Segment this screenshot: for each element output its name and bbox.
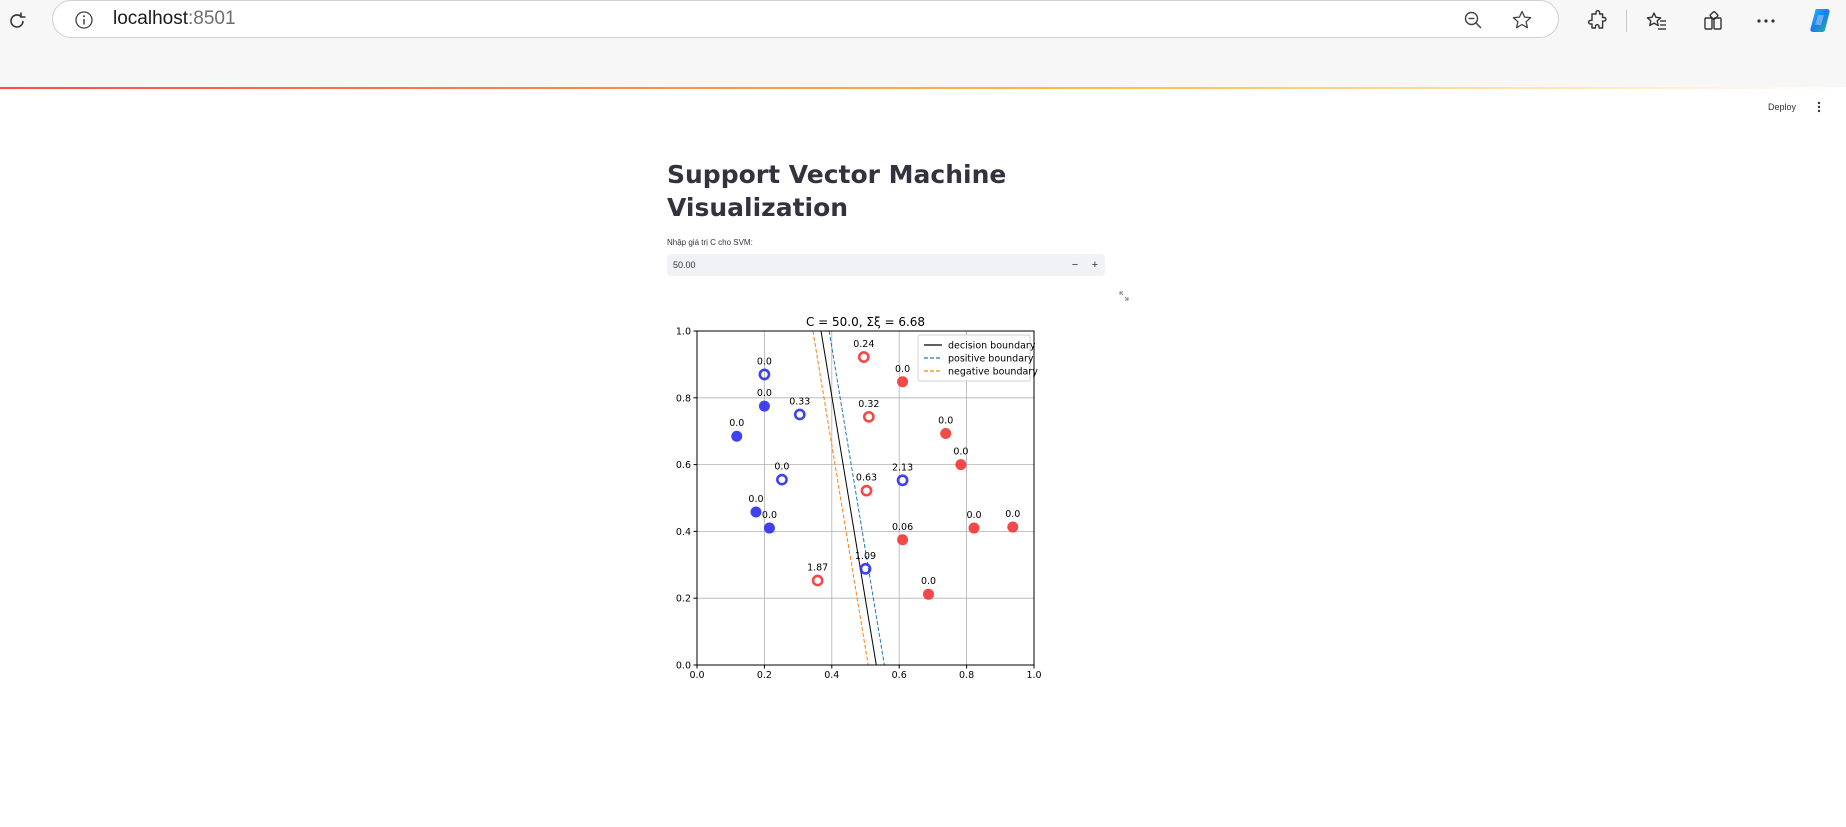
slack-label: 0.63 <box>856 473 877 484</box>
data-point-red-filled <box>968 522 980 534</box>
data-point-blue-filled <box>750 506 762 518</box>
reload-icon[interactable] <box>4 8 30 34</box>
increment-button[interactable]: + <box>1091 259 1099 271</box>
favorites-icon[interactable] <box>1644 8 1670 34</box>
app-container: Deploy Support Vector Machine Visualizat… <box>0 87 1846 827</box>
slack-label: 0.0 <box>921 576 936 587</box>
y-tick-label: 0.0 <box>676 661 691 672</box>
slack-label: 0.0 <box>762 510 777 521</box>
slack-label: 0.32 <box>858 399 879 410</box>
x-tick-label: 0.2 <box>757 670 772 681</box>
data-point-blue-filled <box>758 400 770 412</box>
collections-icon[interactable] <box>1700 8 1726 34</box>
slack-label: 0.0 <box>1005 509 1020 520</box>
data-point-red-filled <box>940 428 952 440</box>
x-tick-label: 0.6 <box>892 670 907 681</box>
decision-boundary-line <box>820 331 877 665</box>
slack-label: 1.87 <box>807 562 828 573</box>
data-point-blue-hollow <box>758 368 771 381</box>
svm-plot: 0.0 0.0 0.33 0.0 0.0 0.0 0.0 2.13 1.09 0.24 0.0 0.3… <box>664 287 1114 712</box>
data-point-blue-hollow <box>776 473 788 486</box>
toolbar-divider <box>1626 10 1627 32</box>
data-point-red-hollow <box>862 410 875 423</box>
y-tick-label: 0.4 <box>676 527 691 538</box>
data-point-blue-hollow <box>896 474 909 487</box>
data-point-blue-filled <box>763 522 775 534</box>
c-input-label: Nhập giá trị C cho SVM: <box>667 238 753 247</box>
slack-label: 0.0 <box>895 364 910 375</box>
slack-label: 0.0 <box>938 416 953 427</box>
data-point-red-filled <box>897 376 909 388</box>
copilot-icon[interactable] <box>1806 5 1836 35</box>
legend-label: negative boundary <box>948 366 1038 377</box>
axes-frame <box>696 330 1035 666</box>
data-point-blue-hollow <box>793 408 806 421</box>
url-host: localhost <box>113 8 188 29</box>
url-port: :8501 <box>188 8 236 29</box>
deploy-button[interactable]: Deploy <box>1768 102 1797 112</box>
x-tick-label: 1.0 <box>1026 670 1041 681</box>
slack-label: 0.33 <box>789 397 810 408</box>
page-title: Support Vector Machine Visualization <box>667 160 1007 222</box>
slack-label: 0.0 <box>748 494 763 505</box>
slack-label: 0.0 <box>757 356 772 367</box>
negative-boundary-line <box>812 331 869 665</box>
slack-label: 2.13 <box>892 462 913 473</box>
zoom-out-icon[interactable] <box>1462 9 1484 31</box>
fullscreen-icon[interactable] <box>1118 290 1130 302</box>
slack-label: 0.24 <box>853 339 874 350</box>
slack-label: 0.0 <box>757 388 772 399</box>
decrement-button[interactable]: − <box>1071 259 1079 271</box>
y-tick-label: 1.0 <box>676 327 691 338</box>
url-text[interactable]: localhost:8501 <box>113 8 236 30</box>
slack-label: 0.0 <box>774 462 789 473</box>
favorite-add-icon[interactable] <box>1511 9 1533 31</box>
legend-label: positive boundary <box>948 353 1034 364</box>
svm-chart: 0.00.00.330.00.00.00.02.131.090.240.00.3… <box>676 315 1042 681</box>
positive-boundary-line <box>828 331 885 665</box>
main-menu-icon[interactable] <box>1814 100 1824 114</box>
data-point-blue-hollow <box>859 562 872 575</box>
x-tick-label: 0.4 <box>824 670 839 681</box>
data-point-red-hollow <box>860 484 873 497</box>
data-point-red-hollow <box>811 574 824 587</box>
more-icon[interactable] <box>1753 8 1779 34</box>
c-value-input[interactable] <box>667 254 1027 276</box>
data-point-red-filled <box>955 459 967 471</box>
browser-toolbar: localhost:8501 <box>0 0 1846 87</box>
app-header-decoration <box>0 87 1846 89</box>
y-tick-label: 0.2 <box>676 594 691 605</box>
legend-label: decision boundary <box>948 340 1036 351</box>
chart-title: C = 50.0, Σξ = 6.68 <box>806 315 925 329</box>
slack-label: 0.0 <box>966 510 981 521</box>
slack-label: 0.06 <box>892 522 913 533</box>
data-point-red-hollow <box>857 351 870 363</box>
legend-box <box>917 334 1031 382</box>
slack-label: 0.0 <box>953 447 968 458</box>
slack-label: 0.0 <box>729 418 744 429</box>
c-number-input: − + <box>667 254 1105 276</box>
slack-label: 1.09 <box>855 551 876 562</box>
info-icon[interactable] <box>73 9 95 31</box>
data-point-red-filled <box>923 588 935 600</box>
address-bar[interactable]: localhost:8501 <box>52 0 1559 38</box>
data-point-blue-filled <box>731 430 743 442</box>
x-tick-label: 0.0 <box>689 670 704 681</box>
y-tick-label: 0.6 <box>676 460 691 471</box>
data-point-red-filled <box>897 534 909 546</box>
y-tick-label: 0.8 <box>676 393 691 404</box>
x-tick-label: 0.8 <box>959 670 974 681</box>
data-point-red-filled <box>1007 521 1019 533</box>
extensions-icon[interactable] <box>1583 8 1609 34</box>
